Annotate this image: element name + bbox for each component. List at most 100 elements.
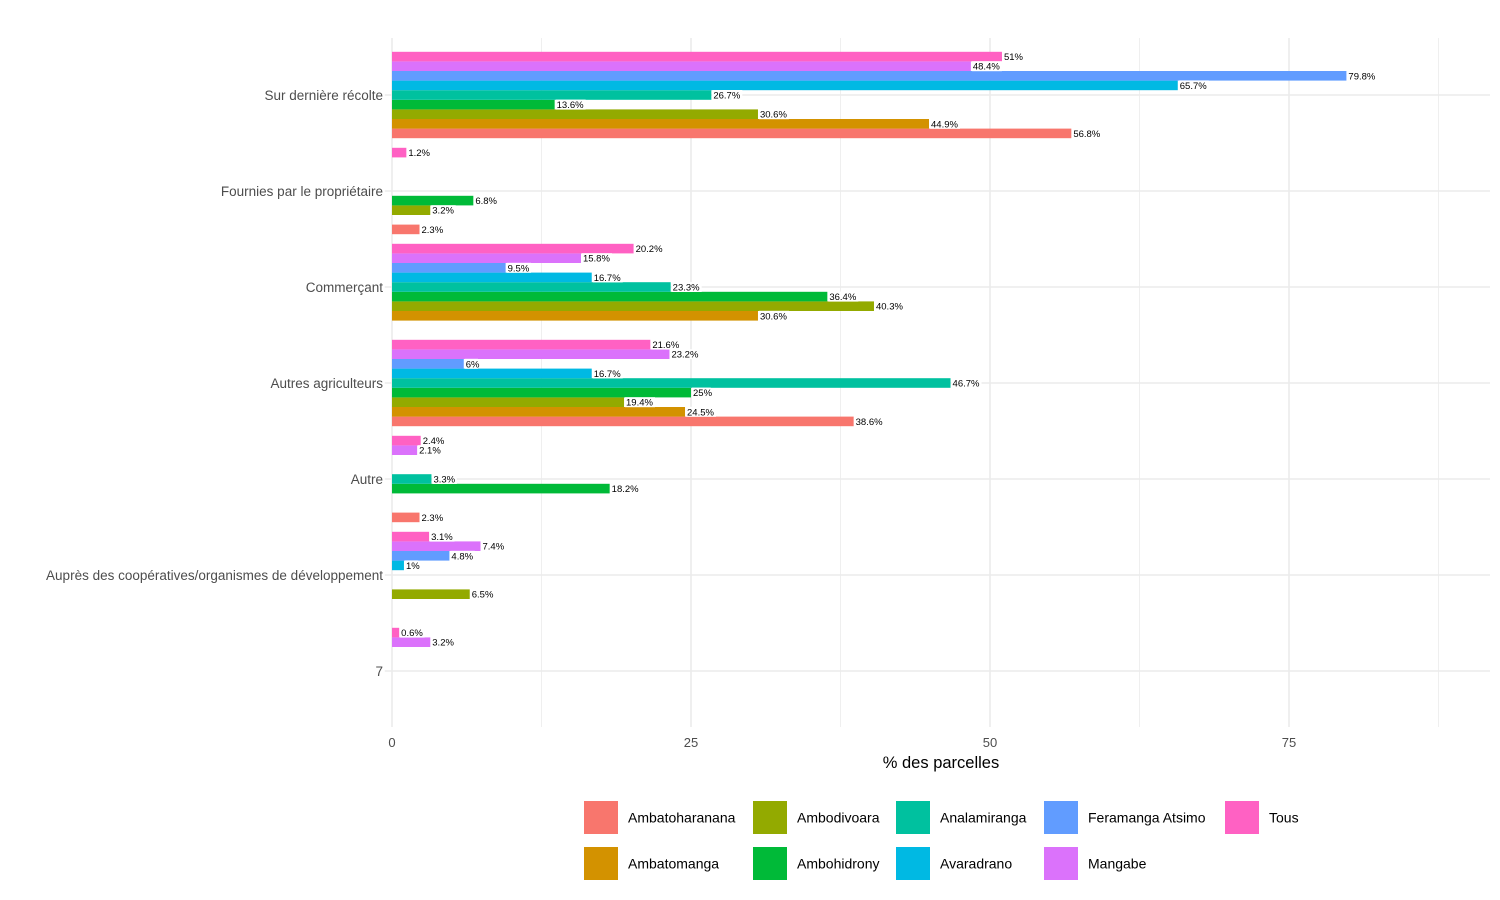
value-label-background: [506, 262, 532, 273]
value-label: 3.1%: [431, 532, 453, 543]
value-label-background: [712, 90, 743, 100]
bar: [392, 109, 758, 119]
legend-label: Ambodivoara: [797, 810, 880, 826]
category-label: Autre: [351, 472, 383, 487]
value-label-background: [1347, 70, 1378, 81]
value-label: 15.8%: [583, 254, 610, 265]
bar: [392, 51, 1002, 62]
bar: [392, 243, 634, 254]
value-label: 1.2%: [408, 148, 430, 159]
bar: [392, 71, 1347, 81]
value-label-background: [430, 531, 455, 542]
bar: [392, 119, 930, 129]
bar: [392, 627, 400, 638]
bar: [392, 474, 432, 484]
x-tick-label: 25: [684, 735, 698, 750]
value-label-background: [610, 483, 641, 494]
bar: [392, 435, 421, 446]
bar: [392, 407, 686, 417]
value-label: 25%: [693, 388, 713, 399]
value-label-background: [464, 358, 478, 369]
legend-label: Avaradrano: [940, 856, 1012, 872]
value-label: 2.3%: [422, 513, 444, 524]
value-label-background: [625, 397, 656, 408]
bar: [392, 378, 951, 388]
value-label: 30.6%: [760, 311, 787, 322]
legend-item: Mangabe: [1044, 847, 1147, 880]
bar: [392, 61, 971, 71]
value-label: 30.6%: [760, 110, 787, 121]
value-label-background: [555, 99, 586, 110]
legend-label: Feramanga Atsimo: [1088, 810, 1206, 826]
bar: [392, 349, 670, 359]
value-label-background: [474, 195, 499, 206]
category-label: Sur dernière récolte: [264, 88, 383, 103]
legend-item: Avaradrano: [896, 847, 1012, 880]
bar: [392, 128, 1072, 139]
value-label: 24.5%: [687, 407, 714, 418]
value-label: 7.4%: [483, 542, 505, 553]
x-tick-label: 50: [983, 735, 997, 750]
bar: [392, 512, 420, 523]
bar: [392, 263, 506, 273]
value-label-background: [651, 339, 682, 350]
value-label: 6.8%: [475, 196, 497, 207]
x-tick-label: 75: [1282, 735, 1296, 750]
value-label-background: [407, 147, 432, 158]
value-label: 19.4%: [626, 398, 653, 409]
value-label: 36.4%: [829, 292, 856, 303]
legend-item: Ambohidrony: [753, 847, 880, 880]
value-label-background: [1002, 51, 1022, 62]
legend-key: [753, 847, 787, 880]
bar: [392, 359, 464, 369]
value-label-background: [758, 310, 789, 321]
value-label-background: [828, 291, 859, 302]
value-label-background: [670, 349, 701, 360]
value-label-background: [420, 512, 445, 523]
value-label-background: [634, 243, 665, 254]
bar: [392, 339, 651, 350]
value-label-background: [854, 416, 885, 427]
bar: [392, 90, 712, 100]
value-label-background: [686, 406, 717, 417]
legend-key: [584, 847, 618, 880]
value-label: 23.2%: [671, 350, 698, 361]
legend-label: Ambohidrony: [797, 856, 880, 872]
value-label-background: [450, 550, 475, 561]
bar: [392, 205, 431, 215]
value-label-background: [581, 253, 612, 264]
bar: [392, 387, 691, 398]
bar: [392, 291, 828, 302]
category-label: Fournies par le propriétaire: [221, 184, 383, 199]
value-label: 23.3%: [673, 283, 700, 294]
value-label: 18.2%: [612, 484, 639, 495]
value-label-background: [1072, 128, 1103, 139]
value-label: 2.1%: [419, 446, 441, 457]
value-label-background: [930, 118, 961, 129]
value-label: 38.6%: [856, 417, 883, 428]
value-label: 6.5%: [472, 590, 494, 601]
value-label-background: [431, 205, 456, 216]
value-label-background: [404, 560, 419, 571]
value-label: 46.7%: [953, 379, 980, 390]
bar: [392, 589, 470, 599]
legend-item: Ambatomanga: [584, 847, 719, 880]
value-labels: 56.8% 44.9% 30.6% 13.6% 26.7% 65.7% 79.8% 48.4%…: [400, 51, 1378, 649]
value-label-background: [874, 301, 905, 312]
value-label: 16.7%: [594, 273, 621, 284]
value-label: 9.5%: [508, 263, 530, 274]
bar: [392, 483, 610, 494]
value-label: 2.3%: [422, 225, 444, 236]
bar: [392, 445, 418, 455]
value-label: 21.6%: [652, 340, 679, 351]
legend-label: Ambatomanga: [628, 856, 719, 872]
legend-key: [1044, 801, 1078, 834]
bar: [392, 195, 474, 206]
value-label-background: [671, 282, 702, 292]
bar: [392, 224, 420, 235]
bar: [392, 560, 404, 571]
value-label-background: [1178, 80, 1209, 91]
bar: [392, 272, 592, 283]
bar: [392, 416, 854, 427]
